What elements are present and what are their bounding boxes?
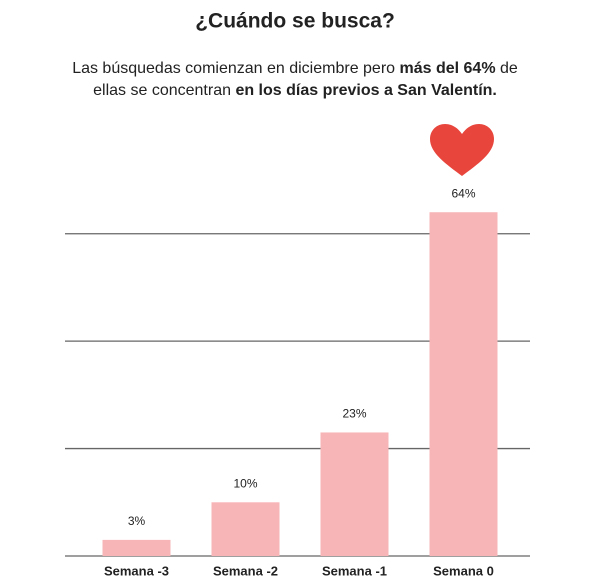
value-label: 23% <box>342 407 366 421</box>
bar <box>211 502 280 556</box>
subtitle-line: Las búsquedas comienzan en diciembre per… <box>72 60 518 77</box>
subtitle-run: más del 64% <box>400 60 496 77</box>
x-tick-label: Semana 0 <box>433 563 494 578</box>
x-tick-label: Semana -3 <box>104 563 169 578</box>
value-label: 10% <box>233 476 257 490</box>
bar <box>102 539 171 556</box>
subtitle-line: ellas se concentran en los días previos … <box>93 82 497 99</box>
bar <box>320 432 389 556</box>
x-tick-label: Semana -2 <box>213 563 278 578</box>
subtitle: Las búsquedas comienzan en diciembre per… <box>72 60 518 99</box>
value-label: 64% <box>451 186 475 200</box>
subtitle-run: Las búsquedas comienzan en diciembre per… <box>72 60 399 77</box>
bar <box>429 212 498 556</box>
subtitle-run: en los días previos a San Valentín. <box>235 82 496 99</box>
subtitle-run: de <box>496 60 518 77</box>
subtitle-run: ellas se concentran <box>93 82 235 99</box>
heart-icon <box>430 124 494 176</box>
value-label: 3% <box>128 514 146 528</box>
chart-title: ¿Cuándo se busca? <box>195 10 395 33</box>
x-tick-label: Semana -1 <box>322 563 387 578</box>
